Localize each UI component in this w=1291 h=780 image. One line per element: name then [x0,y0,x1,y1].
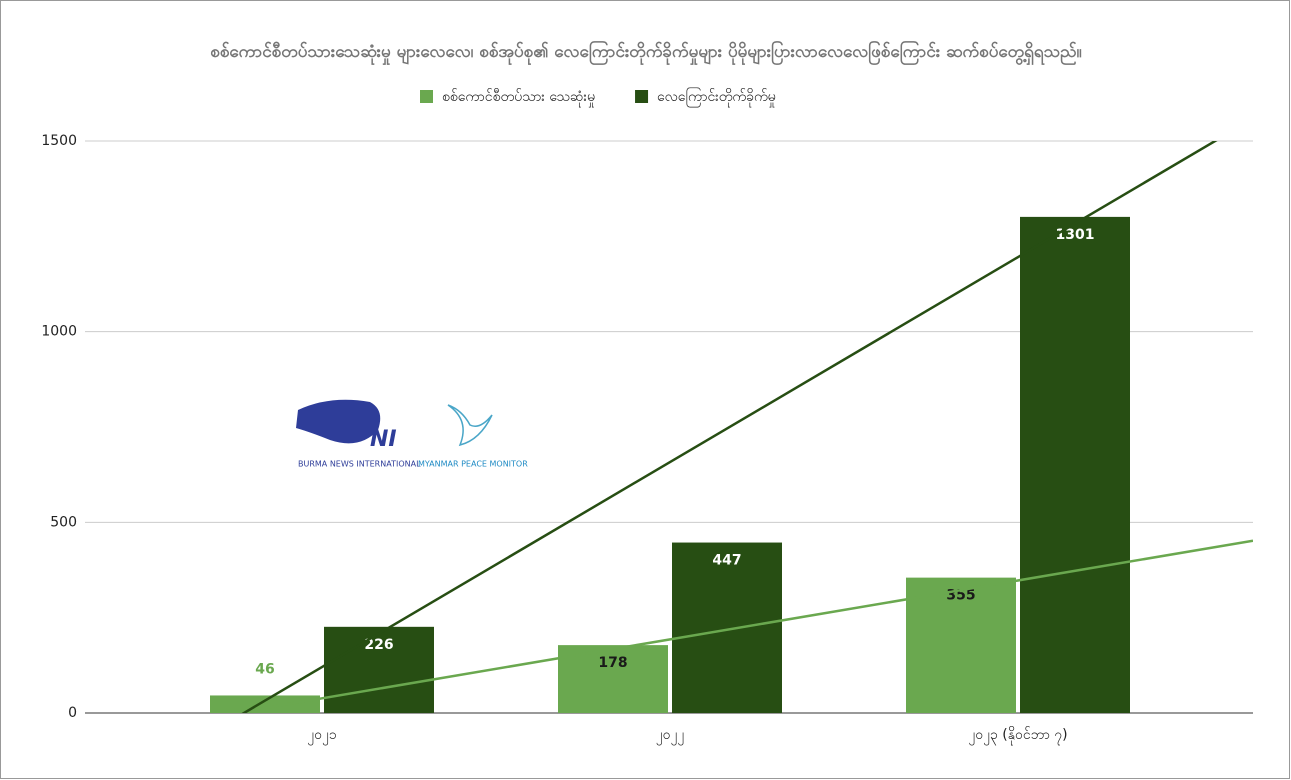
data-label: 178 [598,655,627,671]
logo-caption: BURMA NEWS INTERNATIONAL [298,460,421,469]
trendline [241,141,1218,713]
logos: NI BURMA NEWS INTERNATIONAL MYANMAR PEAC… [296,399,528,469]
y-tick-label: 1500 [41,133,77,149]
legend-swatch [635,90,649,103]
y-tick-label: 1000 [41,324,77,340]
x-tick-label: ၂၀၂၁ [307,727,337,745]
chart-title: စစ်ကောင်စီတပ်သားသေဆုံးမှု များလေလေ၊ စစ်အ… [210,39,1081,66]
trendline [240,539,1253,713]
data-label: 226 [364,637,393,653]
data-label: 46 [255,661,274,677]
legend-label: စစ်ကောင်စီတပ်သား သေဆုံးမှု [442,89,595,107]
data-label: 1301 [1056,227,1095,243]
bar [324,626,434,713]
y-tick-label: 0 [68,705,77,721]
mpm-logo [447,404,493,447]
data-label: 447 [712,553,741,569]
bar [906,577,1016,713]
bar [1020,216,1130,714]
logo-text: NI [370,427,397,452]
bar [672,542,782,713]
logo-caption: MYANMAR PEACE MONITOR [418,460,528,469]
legend-label: လေကြောင်းတိုက်ခိုက်မှု [657,88,776,107]
x-tick-label: ၂၀၂၃ (နိုဝင်ဘာ ၇) [968,727,1067,745]
bni-logo [296,399,381,444]
y-tick-label: 500 [50,514,77,530]
bar [210,695,320,713]
x-tick-label: ၂၀၂၂ [656,727,685,745]
legend-swatch [420,90,433,103]
